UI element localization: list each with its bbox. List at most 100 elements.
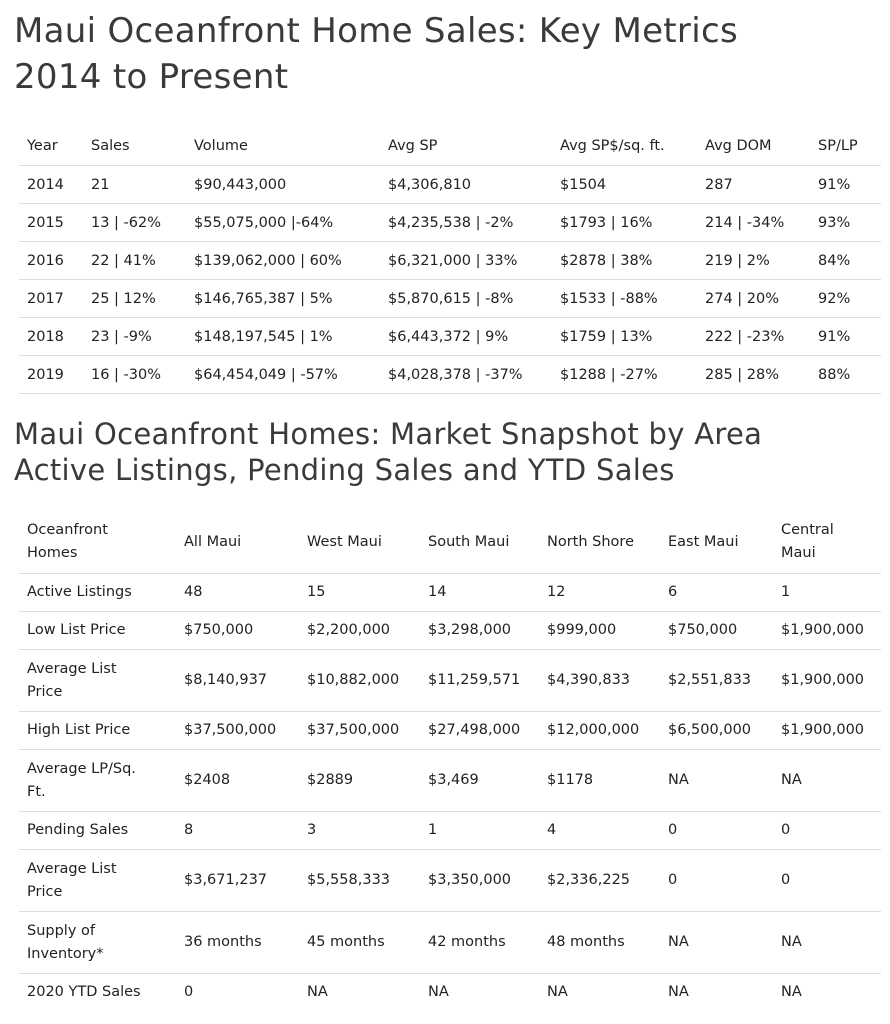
metrics-header-avg-dom: Avg DOM [697, 127, 810, 166]
cell-year: 2017 [19, 279, 83, 318]
snapshot-header-south-maui: South Maui [420, 511, 539, 574]
cell-all-maui: $3,671,237 [176, 849, 299, 912]
cell-west-maui: 45 months [299, 911, 420, 974]
cell-central-maui: $1,900,000 [773, 649, 881, 712]
cell-avg-sp-sqft: $1504 [552, 165, 697, 204]
cell-sp-lp: 92% [810, 279, 881, 318]
row-label: 2020 YTD Sales [27, 984, 141, 1000]
table-row: 2018 23 | -9% $148,197,545 | 1% $6,443,3… [19, 317, 881, 356]
cell-central-maui: $1,900,000 [773, 711, 881, 750]
cell-east-maui: 6 [660, 573, 773, 612]
cell-all-maui: $750,000 [176, 611, 299, 650]
cell-east-maui: $750,000 [660, 611, 773, 650]
cell-avg-sp: $4,235,538 | -2% [380, 203, 552, 242]
cell-year: 2016 [19, 241, 83, 280]
snapshot-header-north-shore: North Shore [539, 511, 660, 574]
table-row: High List Price $37,500,000 $37,500,000 … [19, 711, 881, 750]
cell-north-shore: 4 [539, 811, 660, 850]
table-row: 2017 25 | 12% $146,765,387 | 5% $5,870,6… [19, 279, 881, 318]
cell-sales: 22 | 41% [83, 241, 186, 280]
cell-central-maui: NA [781, 984, 802, 1000]
row-label: Supply of Inventory* [19, 911, 176, 974]
cell-avg-dom: 274 | 20% [697, 279, 810, 318]
cell-north-shore: $12,000,000 [539, 711, 660, 750]
table-row: Active Listings 48 15 14 12 6 1 [19, 573, 881, 612]
cell-volume: $148,197,545 | 1% [186, 317, 380, 356]
cell-east-maui: NA [660, 911, 773, 974]
row-label: Pending Sales [19, 811, 176, 850]
cell-central-maui: 0 [773, 811, 881, 850]
cell-west-maui: $10,882,000 [299, 649, 420, 712]
cell-volume: $90,443,000 [186, 165, 380, 204]
cell-sp-lp: 93% [810, 203, 881, 242]
cell-avg-sp-sqft: $1533 | -88% [552, 279, 697, 318]
cell-north-shore: $2,336,225 [539, 849, 660, 912]
cell-north-shore: NA [547, 984, 568, 1000]
cell-central-maui: NA [773, 749, 881, 812]
cell-year: 2018 [19, 317, 83, 356]
metrics-title-line-2: 2014 to Present [14, 57, 289, 97]
cell-all-maui: 8 [176, 811, 299, 850]
snapshot-title-line-1: Maui Oceanfront Homes: Market Snapshot b… [14, 417, 763, 451]
cell-north-shore: $999,000 [539, 611, 660, 650]
row-label: High List Price [19, 711, 176, 750]
cell-south-maui: 42 months [420, 911, 539, 974]
cell-east-maui: NA [668, 984, 689, 1000]
cell-avg-sp-sqft: $1793 | 16% [552, 203, 697, 242]
row-label: Active Listings [19, 573, 176, 612]
cell-east-maui: 0 [660, 811, 773, 850]
cell-east-maui: $6,500,000 [660, 711, 773, 750]
table-row: Average List Price $8,140,937 $10,882,00… [19, 649, 881, 712]
table-row: 2019 16 | -30% $64,454,049 | -57% $4,028… [19, 355, 881, 394]
metrics-header-volume: Volume [186, 127, 380, 166]
cell-central-maui: 0 [773, 849, 881, 912]
cell-sp-lp: 91% [810, 317, 881, 356]
cell-north-shore: $1178 [539, 749, 660, 812]
cell-north-shore: 12 [539, 573, 660, 612]
cell-south-maui: $3,469 [420, 749, 539, 812]
cell-south-maui: 1 [420, 811, 539, 850]
cell-avg-sp: $6,443,372 | 9% [380, 317, 552, 356]
cell-sales: 25 | 12% [83, 279, 186, 318]
snapshot-header-west-maui: West Maui [299, 511, 420, 574]
cell-north-shore: $4,390,833 [539, 649, 660, 712]
cell-west-maui: $2889 [299, 749, 420, 812]
metrics-header-row: Year Sales Volume Avg SP Avg SP$/sq. ft.… [19, 127, 881, 166]
cell-west-maui: $5,558,333 [299, 849, 420, 912]
cell-volume: $64,454,049 | -57% [186, 355, 380, 394]
cell-avg-dom: 219 | 2% [697, 241, 810, 280]
cell-avg-dom: 287 [697, 165, 810, 204]
snapshot-header-all-maui: All Maui [176, 511, 299, 574]
cell-sp-lp: 88% [810, 355, 881, 394]
cell-all-maui: $37,500,000 [176, 711, 299, 750]
cell-central-maui: NA [773, 911, 881, 974]
cell-year: 2014 [19, 165, 83, 204]
table-row: Average List Price $3,671,237 $5,558,333… [19, 849, 881, 912]
cell-south-maui: $11,259,571 [420, 649, 539, 712]
cell-avg-sp: $4,306,810 [380, 165, 552, 204]
cell-avg-sp: $6,321,000 | 33% [380, 241, 552, 280]
cell-west-maui: 3 [299, 811, 420, 850]
cell-volume: $55,075,000 |-64% [186, 203, 380, 242]
cell-avg-dom: 285 | 28% [697, 355, 810, 394]
key-metrics-table: Year Sales Volume Avg SP Avg SP$/sq. ft.… [19, 127, 881, 394]
cell-avg-sp-sqft: $1759 | 13% [552, 317, 697, 356]
cell-west-maui: $37,500,000 [299, 711, 420, 750]
snapshot-header-east-maui: East Maui [660, 511, 773, 574]
table-row: Supply of Inventory* 36 months 45 months… [19, 911, 881, 974]
cell-volume: $146,765,387 | 5% [186, 279, 380, 318]
metrics-header-sp-lp: SP/LP [810, 127, 881, 166]
metrics-header-avg-sp-sqft: Avg SP$/sq. ft. [552, 127, 697, 166]
cell-south-maui: $3,350,000 [420, 849, 539, 912]
cell-south-maui: $3,298,000 [420, 611, 539, 650]
market-snapshot-table: Oceanfront Homes All Maui West Maui Sout… [19, 511, 881, 1011]
snapshot-header-central-maui: Central Maui [773, 511, 881, 574]
table-row: 2016 22 | 41% $139,062,000 | 60% $6,321,… [19, 241, 881, 280]
cell-sp-lp: 84% [810, 241, 881, 280]
metrics-header-year: Year [19, 127, 83, 166]
cell-central-maui: $1,900,000 [773, 611, 881, 650]
cell-avg-sp-sqft: $1288 | -27% [552, 355, 697, 394]
cell-sp-lp: 91% [810, 165, 881, 204]
table-row: Low List Price $750,000 $2,200,000 $3,29… [19, 611, 881, 650]
cell-avg-sp: $5,870,615 | -8% [380, 279, 552, 318]
